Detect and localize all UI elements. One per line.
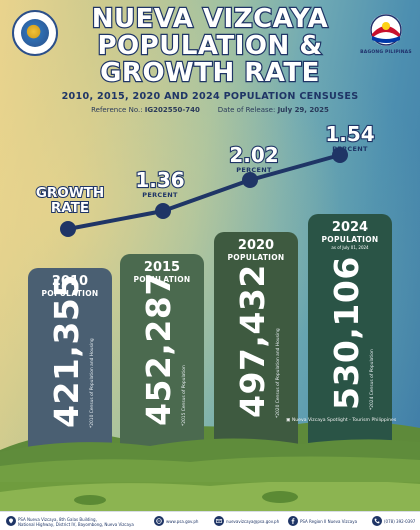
- card-year: 2015: [143, 260, 181, 275]
- photo-credit-text: Nueva Vizcaya Spotlight - Tourism Philip…: [291, 418, 397, 423]
- map-pin-icon: [6, 516, 16, 526]
- growth-point-2020: [242, 172, 258, 188]
- growth-point-2015: [155, 203, 171, 219]
- footer-email-text[interactable]: nuevavizcaya@psa.gov.ph: [226, 519, 280, 524]
- growth-point-2024: [332, 147, 348, 163]
- rate-unit-2015: PERCENT: [142, 191, 178, 199]
- photo-credit: ▣ Nueva Vizcaya Spotlight - Tourism Phil…: [286, 418, 396, 423]
- email-icon: [214, 516, 224, 526]
- card-label: POPULATION: [321, 235, 379, 244]
- footer-bar: PSA Nueva Vizcaya, 8th Galas Building, N…: [0, 511, 420, 530]
- footer-phone[interactable]: (078) 392-0397: [372, 516, 418, 528]
- rate-value-2024: 1.54: [324, 122, 376, 146]
- growth-label-line2: RATE: [50, 200, 90, 217]
- psa-logo: [12, 10, 58, 56]
- bagong-pilipinas-caption: BAGONG PILIPINAS: [360, 50, 412, 55]
- card-year: 2020: [237, 238, 275, 253]
- title-line-2: POPULATION &: [96, 31, 323, 61]
- footer-phone-text[interactable]: (078) 392-0397: [384, 519, 416, 524]
- subtitle: 2010, 2015, 2020 AND 2024 POPULATION CEN…: [61, 91, 359, 102]
- population-card-2020: 2020 POPULATION 497,432 *2020 Census of …: [214, 232, 298, 458]
- card-as-of: as of July 01, 2024: [331, 245, 369, 250]
- bagong-pilipinas-logo: [370, 14, 402, 46]
- card-label: POPULATION: [227, 253, 285, 262]
- phone-icon: [372, 516, 382, 526]
- footer-facebook[interactable]: PSA Region II Nueva Vizcaya: [288, 516, 368, 528]
- footer-address-line1: PSA Nueva Vizcaya, 8th Galas Building,: [18, 517, 97, 522]
- growth-label-line1: GROWTH: [35, 185, 105, 202]
- footer-website[interactable]: www.psa.gov.ph: [154, 516, 210, 528]
- rate-value-2015: 1.36: [134, 168, 186, 192]
- title-line-1: NUEVA VIZCAYA: [91, 4, 329, 34]
- growth-rate-label: GROWTH RATE: [30, 185, 110, 217]
- footer-facebook-text[interactable]: PSA Region II Nueva Vizcaya: [300, 519, 358, 524]
- footer-email[interactable]: nuevavizcaya@psa.gov.ph: [214, 516, 284, 528]
- footer-address-line2: National Highway, District IV, Bayombong…: [18, 522, 134, 527]
- facebook-icon: [288, 516, 298, 526]
- rate-unit-2024: PERCENT: [332, 145, 368, 153]
- globe-icon: [154, 516, 164, 526]
- camera-icon: ▣: [286, 418, 291, 423]
- release-label: Date of Release:: [217, 106, 278, 114]
- card-year: 2010: [51, 274, 89, 289]
- rate-value-2020: 2.02: [228, 143, 280, 167]
- population-card-2015: 2015 POPULATION 452,287 *2015 Census of …: [120, 254, 204, 458]
- footer-address: PSA Nueva Vizcaya, 8th Galas Building, N…: [6, 516, 146, 528]
- title-line-3: GROWTH RATE: [99, 58, 321, 88]
- psa-logo-emblem: [21, 19, 49, 47]
- footer-website-text[interactable]: www.psa.gov.ph: [166, 519, 199, 524]
- rate-unit-2020: PERCENT: [236, 166, 272, 174]
- card-label: POPULATION: [41, 289, 99, 298]
- population-card-2024: 2024 POPULATION as of July 01, 2024 530,…: [308, 214, 392, 458]
- reference-label: Reference No.:: [91, 106, 145, 114]
- population-card-2010: 2010 POPULATION 421,355 *2010 Census of …: [28, 268, 112, 458]
- reference-line: Reference No.: IG202550-740 Date of Rele…: [60, 106, 360, 114]
- release-date: July 29, 2025: [277, 106, 329, 114]
- growth-point-start: [60, 221, 76, 237]
- card-label: POPULATION: [133, 275, 191, 284]
- reference-number: IG202550-740: [144, 106, 200, 114]
- card-year: 2024: [331, 220, 369, 235]
